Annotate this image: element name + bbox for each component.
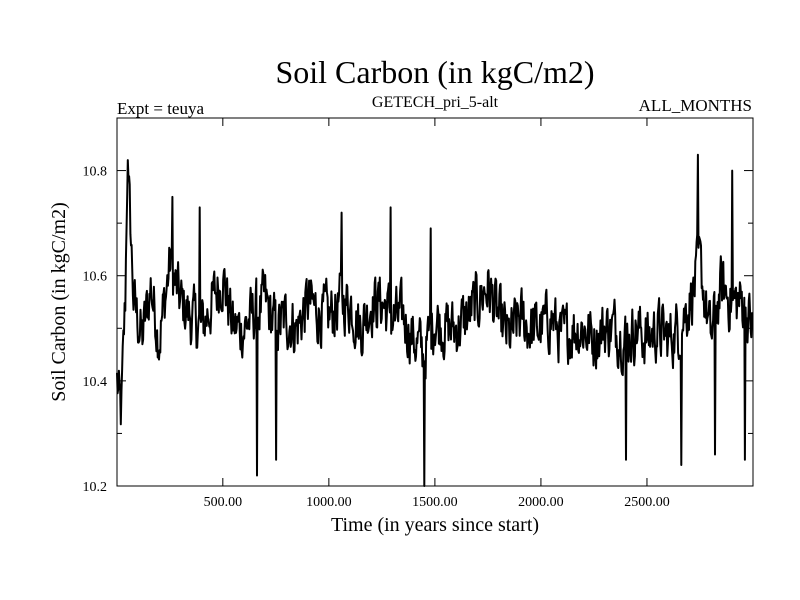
months-label: ALL_MONTHS	[638, 96, 752, 115]
y-tick-label-2: 10.6	[83, 270, 108, 285]
y-tick-label-1: 10.4	[83, 375, 108, 390]
series-line-soil-carbon	[116, 153, 754, 487]
x-tick-label-1: 1000.00	[306, 495, 352, 510]
x-tick-label-4: 2500.00	[624, 495, 670, 510]
x-ticks: 500.00 1000.00 1500.00 2000.00 2500.00	[204, 118, 670, 510]
chart-title: Soil Carbon (in kgC/m2)	[275, 54, 595, 90]
y-ticks: 10.2 10.4 10.6 10.8	[83, 117, 753, 495]
x-tick-label-2: 1500.00	[412, 495, 458, 510]
y-tick-label-0: 10.2	[83, 480, 108, 495]
y-axis-label: Soil Carbon (in kgC/m2)	[48, 202, 70, 401]
x-tick-label-3: 2000.00	[518, 495, 564, 510]
x-axis-label: Time (in years since start)	[330, 514, 540, 536]
chart-subtitle: GETECH_pri_5-alt	[371, 94, 499, 111]
x-tick-label-0: 500.00	[204, 495, 243, 510]
experiment-label: Expt = teuya	[117, 99, 205, 118]
y-tick-label-3: 10.8	[83, 165, 108, 180]
